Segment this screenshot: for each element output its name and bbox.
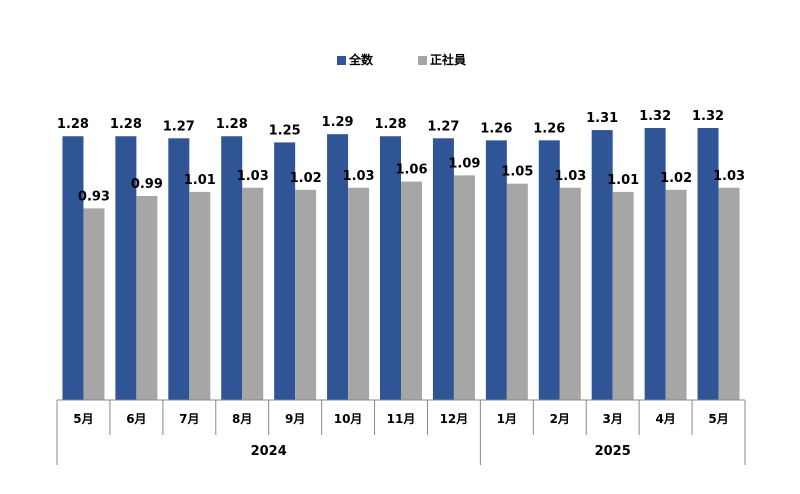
- category-label-6: 11月: [387, 412, 416, 426]
- value-label-regular-9: 1.03: [554, 169, 586, 184]
- category-label-7: 12月: [440, 412, 469, 426]
- value-label-total-8: 1.26: [480, 121, 512, 136]
- bar-total-3: [221, 136, 243, 401]
- bar-total-2: [168, 138, 190, 401]
- bar-total-9: [538, 140, 560, 401]
- bar-regular-1: [136, 196, 158, 400]
- bar-regular-3: [242, 187, 264, 400]
- bar-total-1: [115, 136, 137, 401]
- legend: 全数 正社員: [337, 52, 466, 67]
- legend-label-regular: 正社員: [430, 52, 466, 67]
- category-label-0: 5月: [73, 412, 93, 426]
- bar-regular-4: [295, 189, 317, 400]
- bar-regular-0: [83, 208, 105, 400]
- bar-total-6: [380, 136, 401, 401]
- bar-regular-10: [612, 191, 634, 400]
- x-axis: 5月 6月 7月 8月 9月 10月 11月 12月 1月 2月 3月 4月 5月 2024 2025: [56, 399, 746, 465]
- value-label-regular-12: 1.03: [713, 169, 745, 184]
- bar-total-0: [62, 136, 84, 401]
- category-label-1: 6月: [126, 412, 146, 426]
- bar-regular-12: [718, 187, 740, 400]
- bar-total-10: [591, 130, 613, 400]
- value-label-total-0: 1.28: [57, 117, 89, 132]
- value-label-regular-3: 1.03: [237, 169, 269, 184]
- value-labels: 1.28 0.93 1.28 0.99 1.27 1.01 1.28 1.03 1.25 1.02…: [57, 109, 745, 204]
- value-label-total-4: 1.25: [269, 123, 301, 138]
- value-label-total-12: 1.32: [692, 109, 724, 124]
- category-label-12: 5月: [708, 412, 728, 426]
- bar-total-5: [327, 134, 349, 400]
- value-label-regular-7: 1.09: [448, 156, 480, 171]
- bar-regular-8: [506, 183, 528, 400]
- category-label-4: 9月: [285, 412, 305, 426]
- year-label-0: 2024: [251, 444, 287, 459]
- value-label-regular-1: 0.99: [131, 177, 163, 192]
- value-label-regular-6: 1.06: [395, 163, 427, 178]
- value-label-regular-8: 1.05: [501, 165, 533, 180]
- bar-regular-9: [559, 187, 581, 400]
- category-label-2: 7月: [179, 412, 199, 426]
- bar-total-8: [485, 140, 507, 401]
- bar-regular-7: [453, 175, 475, 400]
- value-label-regular-0: 0.93: [78, 189, 110, 204]
- category-label-3: 8月: [232, 412, 252, 426]
- bars: [62, 128, 740, 401]
- category-label-8: 1月: [497, 412, 517, 426]
- value-label-total-7: 1.27: [427, 119, 459, 134]
- value-label-regular-11: 1.02: [660, 171, 692, 186]
- bar-regular-11: [665, 189, 687, 400]
- bar-total-12: [697, 128, 719, 400]
- value-label-total-6: 1.28: [374, 117, 406, 132]
- value-label-total-11: 1.32: [639, 109, 671, 124]
- bar-total-4: [274, 142, 296, 401]
- value-label-total-1: 1.28: [110, 117, 142, 132]
- bar-total-11: [644, 128, 666, 400]
- value-label-regular-10: 1.01: [607, 173, 639, 188]
- value-label-total-9: 1.26: [533, 121, 565, 136]
- bar-regular-2: [189, 191, 211, 400]
- bar-total-7: [432, 138, 454, 401]
- legend-swatch-total: [337, 56, 346, 65]
- bar-regular-5: [348, 187, 370, 400]
- year-label-1: 2025: [595, 444, 631, 459]
- value-label-total-10: 1.31: [586, 111, 618, 126]
- bar-regular-6: [401, 181, 422, 400]
- value-label-total-2: 1.27: [163, 119, 195, 134]
- legend-label-total: 全数: [348, 52, 374, 67]
- value-label-total-3: 1.28: [216, 117, 248, 132]
- category-label-9: 2月: [550, 412, 570, 426]
- category-label-5: 10月: [334, 412, 363, 426]
- value-label-regular-2: 1.01: [184, 173, 216, 188]
- category-label-10: 3月: [603, 412, 623, 426]
- value-label-regular-4: 1.02: [290, 171, 322, 186]
- value-label-total-5: 1.29: [322, 115, 354, 130]
- category-label-11: 4月: [655, 412, 675, 426]
- value-label-regular-5: 1.03: [343, 169, 375, 184]
- legend-swatch-regular: [418, 56, 427, 65]
